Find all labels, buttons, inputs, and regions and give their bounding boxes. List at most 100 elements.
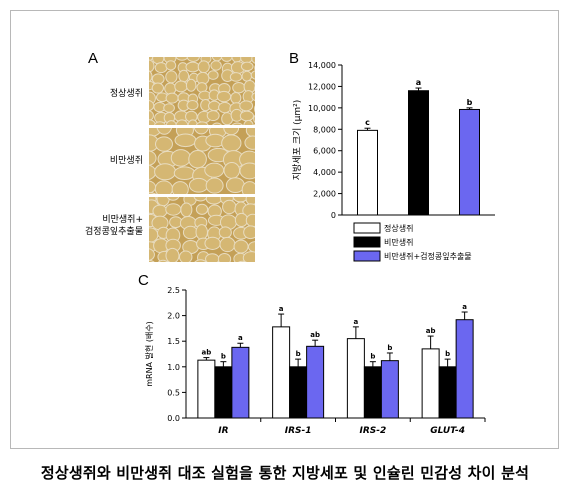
chart-c-significance-label: ab: [202, 349, 212, 357]
chart-b-significance-label: c: [365, 118, 370, 127]
adipocyte-cell: [243, 225, 255, 240]
adipocyte-cell: [180, 202, 193, 218]
chart-c-bar: [231, 346, 250, 419]
adipocyte-cell: [242, 251, 255, 262]
chart-b-bar: [408, 90, 429, 216]
adipocyte-cell: [165, 247, 180, 262]
micro-label-normal: 정상생쥐: [109, 89, 143, 99]
adipocyte-cell: [205, 253, 220, 262]
chart-c-significance-label: a: [238, 334, 243, 342]
adipocyte-cell: [163, 103, 175, 113]
adipocyte-cell: [194, 259, 207, 262]
adipocyte-cell: [212, 122, 222, 125]
adipocyte-cell: [178, 69, 190, 83]
adipocyte-cell: [239, 162, 255, 180]
chart-c-significance-label: ab: [310, 331, 320, 339]
adipocyte-cell: [187, 119, 198, 125]
adipocyte-cell: [165, 203, 182, 216]
chart-c-significance-label: a: [462, 303, 467, 311]
chart-c-y-tick-label: 2.5: [167, 286, 180, 295]
chart-b-y-tick-label: 8,000: [313, 125, 336, 134]
chart-b-legend-swatch: [353, 222, 381, 234]
micro-label-extract-1: 비만생쥐+: [102, 215, 143, 225]
adipocyte-cell: [225, 177, 245, 194]
chart-c-significance-label: b: [370, 353, 375, 361]
adipocyte-cell: [174, 133, 197, 148]
chart-c-bar: [306, 345, 325, 419]
adipocyte-cell: [247, 241, 255, 253]
chart-b-y-axis-label: 지방세포 크기 (μm²): [292, 100, 303, 181]
adipocyte-cell: [173, 166, 196, 181]
adipocyte-cell: [233, 239, 249, 254]
adipocyte-cell: [186, 99, 199, 111]
adipocyte-cell: [219, 236, 236, 253]
adipocyte-cell: [229, 72, 243, 82]
chart-c-y-tick-label: 1.5: [167, 337, 180, 346]
adipocyte-cell: [188, 177, 209, 193]
adipocyte-cell: [157, 259, 169, 262]
chart-c-bar: [197, 359, 216, 419]
adipocyte-cell: [241, 70, 253, 82]
adipocyte-cell: [218, 101, 232, 114]
chart-b-y-tick-label: 10,000: [308, 104, 336, 113]
micro-label-extract-2: 검정콩잎추출물: [85, 227, 143, 237]
adipocyte-cell: [171, 181, 189, 194]
panel-label-a: A: [88, 50, 99, 67]
adipocyte-cell: [253, 124, 255, 125]
adipocyte-cell: [165, 92, 179, 104]
chart-b-y-tick-label: 2,000: [313, 190, 336, 199]
chart-c-bar: [438, 366, 457, 419]
micrograph-obese: [149, 128, 255, 194]
adipocyte-cell: [154, 163, 177, 181]
chart-c-bar: [214, 366, 233, 419]
chart-c-bar: [380, 360, 399, 419]
chart-b-legend-label: 정상생쥐: [384, 223, 413, 233]
adipocyte-cell: [245, 213, 255, 228]
adipocyte-cell: [156, 128, 173, 135]
micro-label-obese: 비만생쥐: [109, 156, 143, 166]
adipocyte-cell: [243, 119, 254, 125]
adipocyte-cell: [165, 70, 178, 84]
adipocyte-cell: [186, 57, 200, 62]
chart-c-significance-label: a: [279, 305, 284, 313]
adipocyte-cell: [197, 60, 210, 74]
adipocyte-cell: [204, 162, 225, 178]
adipocyte-cell: [165, 60, 177, 71]
adipocyte-cell: [251, 57, 255, 64]
adipocyte-cell: [185, 61, 200, 73]
adipocyte-cell: [204, 236, 221, 250]
adipocyte-cell: [218, 226, 232, 239]
chart-b-legend-swatch: [353, 250, 381, 262]
adipocyte-cell: [154, 62, 168, 74]
adipocyte-cell: [251, 92, 255, 102]
adipocyte-cell: [217, 252, 232, 262]
adipocyte-cell: [175, 119, 189, 125]
adipocyte-cell: [149, 259, 155, 262]
chart-c-y-tick-label: 2.0: [167, 312, 180, 321]
chart-c-bar: [272, 326, 291, 419]
chart-b-significance-label: a: [416, 78, 421, 87]
chart-c-y-axis-label: mRNA 발현 (배수): [144, 321, 154, 387]
adipocyte-cell: [188, 150, 207, 169]
chart-c-significance-label: a: [354, 318, 359, 326]
chart-c-significance-label: b: [221, 353, 226, 361]
adipocyte-cell: [210, 60, 222, 71]
adipocyte-cell: [175, 57, 189, 61]
adipocyte-cell: [154, 180, 174, 194]
adipocyte-cell: [165, 120, 177, 125]
adipocyte-cell: [205, 177, 224, 194]
chart-c-category-label: GLUT-4: [430, 426, 465, 436]
adipocyte-cell: [151, 82, 165, 94]
chart-c-category-label: IR: [218, 426, 228, 436]
adipocyte-cell: [149, 119, 157, 125]
adipocyte-cell: [149, 110, 154, 121]
chart-c-significance-label: ab: [426, 327, 436, 335]
chart-b-y-tick-label: 14,000: [308, 61, 336, 70]
adipocyte-cell: [152, 204, 168, 218]
chart-c-category-label: IRS-1: [285, 426, 312, 436]
adipocyte-cell: [166, 197, 180, 201]
adipocyte-cell: [216, 90, 232, 103]
adipocyte-cell: [239, 110, 254, 122]
chart-c-bar: [289, 366, 308, 419]
